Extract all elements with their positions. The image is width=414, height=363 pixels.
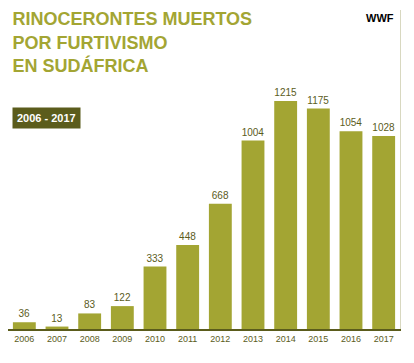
svg-text:2007: 2007 (47, 334, 67, 344)
svg-text:2016: 2016 (341, 334, 361, 344)
svg-text:2008: 2008 (80, 334, 100, 344)
svg-text:2006: 2006 (14, 334, 34, 344)
svg-text:448: 448 (179, 231, 196, 242)
svg-text:122: 122 (114, 292, 131, 303)
svg-text:1004: 1004 (242, 127, 265, 138)
svg-text:668: 668 (212, 190, 229, 201)
svg-text:2009: 2009 (112, 334, 132, 344)
svg-text:2010: 2010 (145, 334, 165, 344)
svg-text:13: 13 (51, 313, 63, 324)
svg-text:2012: 2012 (210, 334, 230, 344)
svg-text:2014: 2014 (276, 334, 296, 344)
svg-text:333: 333 (146, 253, 163, 264)
svg-text:WWF: WWF (366, 12, 394, 24)
svg-text:2015: 2015 (308, 334, 328, 344)
svg-text:1028: 1028 (372, 122, 395, 133)
svg-text:1215: 1215 (274, 87, 297, 98)
svg-text:2011: 2011 (178, 334, 197, 344)
svg-text:2017: 2017 (374, 334, 394, 344)
svg-text:83: 83 (84, 299, 96, 310)
svg-text:2006 - 2017: 2006 - 2017 (17, 112, 76, 124)
svg-text:1175: 1175 (307, 95, 329, 106)
svg-text:36: 36 (19, 308, 31, 319)
svg-text:2013: 2013 (243, 334, 263, 344)
svg-text:RINOCERONTES MUERTOSPOR FURTIV: RINOCERONTES MUERTOSPOR FURTIVISMOEN SUD… (12, 9, 252, 76)
svg-text:1054: 1054 (340, 117, 363, 128)
